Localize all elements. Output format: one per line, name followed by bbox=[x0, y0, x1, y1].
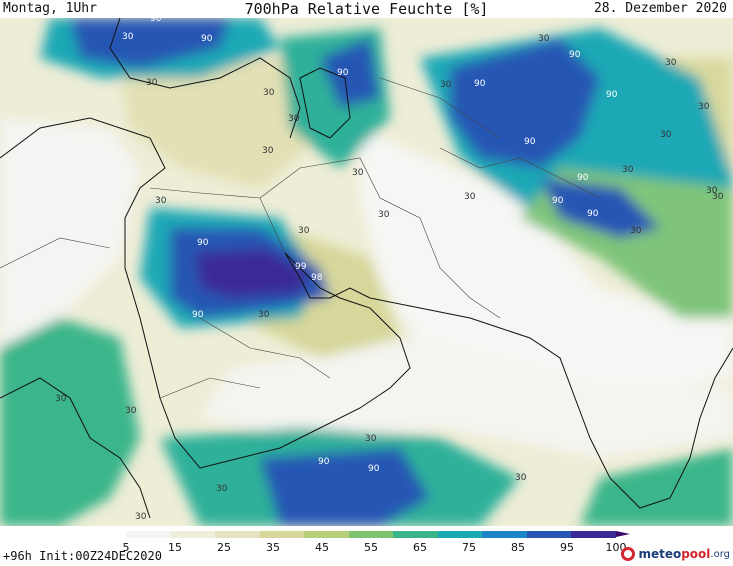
logo-text-org: .org bbox=[710, 548, 730, 560]
humidity-map bbox=[0, 18, 733, 526]
colorbar-tick-label: 55 bbox=[364, 541, 378, 554]
borders bbox=[0, 77, 601, 399]
colorbar-segment bbox=[170, 531, 216, 538]
valid-date-label: 28. Dezember 2020 bbox=[593, 1, 727, 16]
logo-text-pool: pool bbox=[681, 547, 711, 561]
valid-time-label: Montag, 1Uhr bbox=[3, 1, 97, 16]
colorbar-segment bbox=[348, 531, 394, 538]
colorbar-segment bbox=[126, 531, 171, 538]
map-title: 700hPa Relative Feuchte [%] bbox=[244, 0, 489, 18]
humidity-field bbox=[0, 18, 733, 526]
colorbar-tick-label: 35 bbox=[266, 541, 280, 554]
colorbar-segment bbox=[215, 531, 260, 538]
colorbar-tick-label: 25 bbox=[217, 541, 231, 554]
colorbar-segment bbox=[437, 531, 483, 538]
colorbar-segment bbox=[393, 531, 438, 538]
coastlines bbox=[0, 18, 733, 519]
meteopool-logo[interactable]: meteo pool .org bbox=[621, 545, 730, 563]
colorbar-segment bbox=[571, 531, 617, 538]
colorbar: 5 15 25 35 45 55 65 75 85 95 100 bbox=[98, 526, 638, 566]
colorbar-strip bbox=[126, 531, 617, 538]
colorbar-tick-label: 85 bbox=[511, 541, 525, 554]
colorbar-segment bbox=[259, 531, 305, 538]
colorbar-tick-label: 75 bbox=[462, 541, 476, 554]
colorbar-min-arrow bbox=[108, 531, 126, 537]
run-info: +96h Init:00Z24DEC2020 bbox=[3, 549, 162, 563]
colorbar-tick-label: 15 bbox=[168, 541, 182, 554]
logo-icon bbox=[621, 547, 636, 561]
colorbar-segment bbox=[304, 531, 349, 538]
colorbar-tick-label: 100 bbox=[605, 541, 627, 554]
colorbar-tick-label: 95 bbox=[560, 541, 574, 554]
map-canvas bbox=[0, 18, 733, 526]
colorbar-segment bbox=[482, 531, 527, 538]
colorbar-tick-label: 5 bbox=[122, 541, 130, 554]
logo-text-meteo: meteo bbox=[638, 547, 682, 561]
title-bar: Montag, 1Uhr 700hPa Relative Feuchte [%]… bbox=[0, 0, 733, 18]
colorbar-tick-label: 65 bbox=[413, 541, 427, 554]
colorbar-tick-label: 45 bbox=[315, 541, 329, 554]
colorbar-segment bbox=[526, 531, 572, 538]
colorbar-max-arrow bbox=[616, 531, 630, 537]
